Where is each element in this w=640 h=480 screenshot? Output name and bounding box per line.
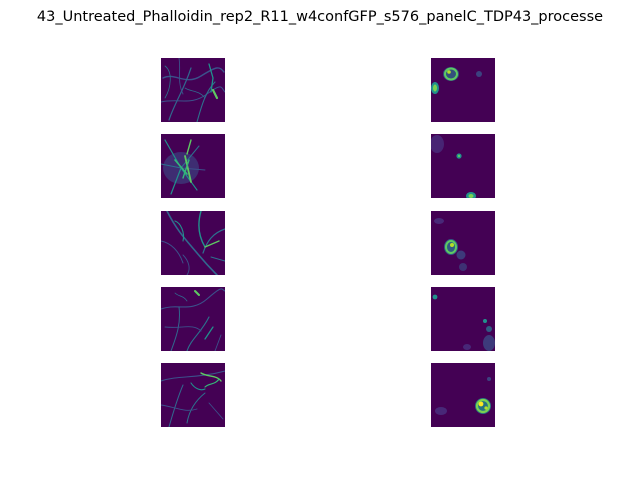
phalloidin-panel-3: [161, 211, 225, 275]
tdp43-panel-1: [431, 58, 495, 122]
tdp43-panel-2: [431, 134, 495, 198]
phalloidin-panel-2: [161, 134, 225, 198]
phalloidin-panel-5: [161, 363, 225, 427]
figure-title: 43_Untreated_Phalloidin_rep2_R11_w4confG…: [36, 9, 604, 25]
phalloidin-panel-1: [161, 58, 225, 122]
tdp43-panel-3: [431, 211, 495, 275]
tdp43-panel-4: [431, 287, 495, 351]
tdp43-panel-5: [431, 363, 495, 427]
phalloidin-panel-4: [161, 287, 225, 351]
